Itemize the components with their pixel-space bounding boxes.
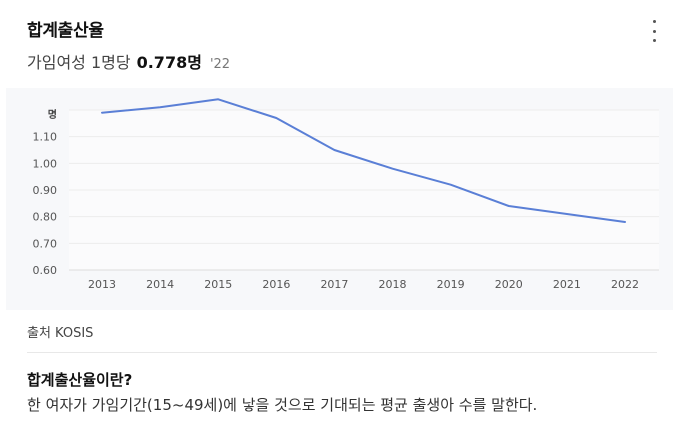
x-tick-label: 2020	[495, 278, 523, 291]
x-tick-label: 2017	[320, 278, 348, 291]
y-tick-label: 0.80	[33, 211, 58, 224]
metric-label: 가임여성 1명당	[27, 53, 131, 72]
metric-year: '22	[209, 57, 231, 72]
birth-rate-line-chart: 0.60 0.70 0.80 0.90 1.00 1.10 명 2013 2014 2015 201…	[33, 98, 659, 291]
more-options-icon[interactable]	[647, 20, 661, 42]
data-point	[217, 98, 219, 100]
card-title: 합계출산율	[27, 21, 104, 41]
data-point	[624, 221, 626, 223]
y-tick-label: 0.70	[33, 237, 58, 250]
y-tick-label: 1.10	[33, 131, 58, 144]
data-point	[508, 205, 510, 207]
x-tick-label: 2014	[146, 278, 174, 291]
x-tick-label: 2019	[437, 278, 465, 291]
y-tick-label: 0.90	[33, 184, 58, 197]
y-tick-label: 1.00	[33, 157, 58, 170]
data-point	[392, 168, 394, 170]
x-tick-label: 2022	[611, 278, 639, 291]
source-label: 출처 KOSIS	[27, 326, 94, 341]
data-point	[333, 149, 335, 151]
divider	[27, 352, 657, 353]
definition-title: 합계출산율이란?	[27, 371, 133, 389]
x-tick-label: 2016	[262, 278, 290, 291]
x-tick-label: 2015	[204, 278, 232, 291]
definition-text: 한 여자가 가임기간(15~49세)에 낳을 것으로 기대되는 평균 출생아 수…	[27, 396, 538, 414]
x-tick-label: 2013	[88, 278, 116, 291]
data-point	[450, 184, 452, 186]
x-tick-label: 2018	[379, 278, 407, 291]
data-point	[566, 213, 568, 215]
data-point	[101, 112, 103, 114]
metric-value: 0.778명	[136, 53, 202, 72]
series-line	[101, 98, 626, 223]
data-point	[159, 106, 161, 108]
summary-line: 가임여성 1명당 0.778명 '22	[27, 49, 230, 73]
x-tick-label: 2021	[553, 278, 581, 291]
unit-label: 명	[48, 108, 57, 121]
y-tick-label: 0.60	[33, 264, 58, 277]
data-point	[275, 117, 277, 119]
